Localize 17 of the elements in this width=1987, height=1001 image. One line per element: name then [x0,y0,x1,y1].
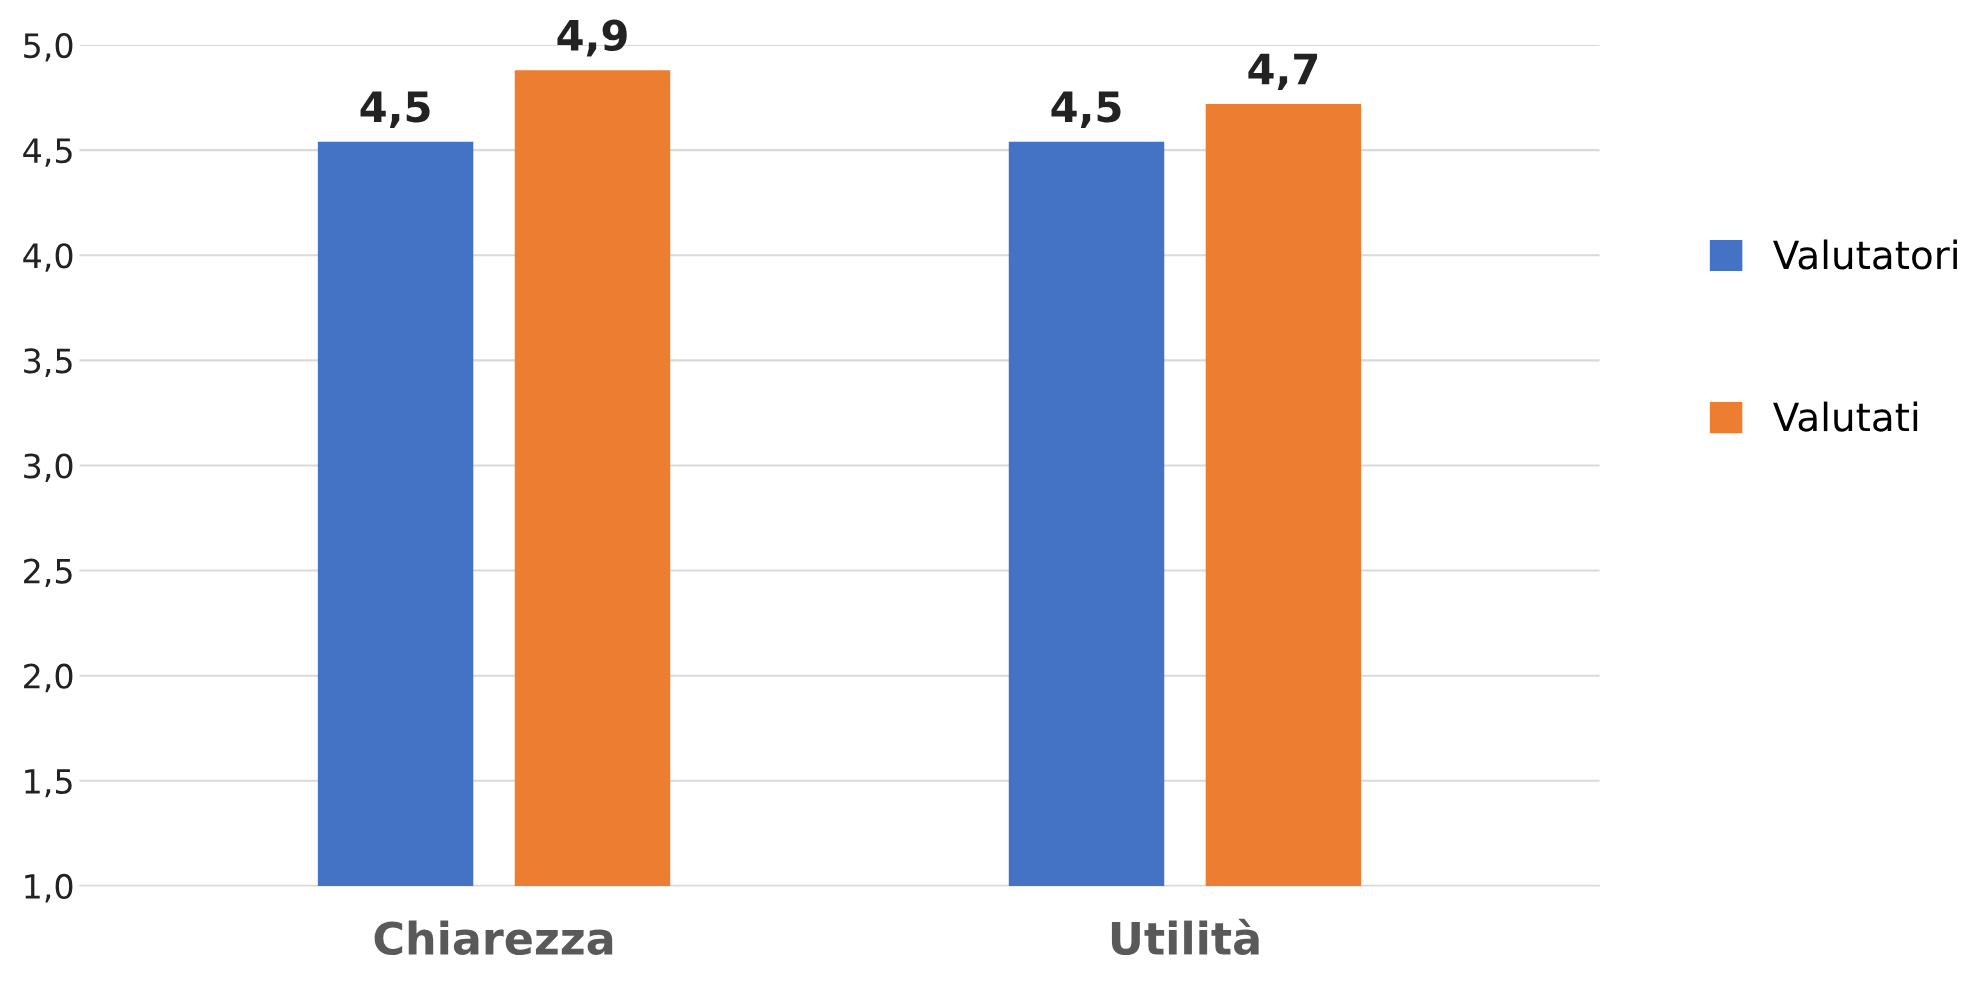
y-tick-label: 1,5 [25,769,72,798]
data-label: 4,9 [557,19,627,57]
x-tick-label: Utilità [1111,918,1259,956]
y-tick-label: 4,0 [23,243,73,272]
legend-label: Valutati [1773,401,1918,432]
y-tick-label: 3,5 [24,348,72,377]
y-tick-label: 2,5 [24,558,72,588]
data-label: 4,7 [1248,53,1318,91]
data-label: 4,5 [360,91,430,128]
y-tick-label: 2,0 [24,663,73,693]
x-tick-label: Chiarezza [374,920,613,956]
legend-label: Valutatori [1773,239,1957,270]
data-label: 4,5 [1051,91,1121,128]
y-tick-label: 5,0 [24,32,73,62]
y-tick-label: 4,5 [23,138,72,167]
y-tick-label: 1,0 [25,873,73,903]
y-tick-label: 3,0 [24,453,73,482]
